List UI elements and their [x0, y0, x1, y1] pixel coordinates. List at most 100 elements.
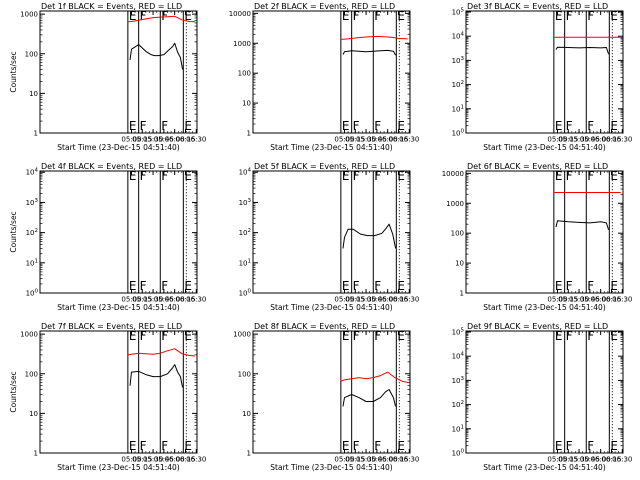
event-marker-label-bottom: F: [587, 119, 594, 133]
event-marker-label-bottom: E: [129, 439, 137, 453]
x-tick-label: 05:30: [143, 136, 163, 144]
x-axis-label: Start Time (23-Dec-15 04:51:40): [57, 463, 179, 472]
panel-8: Det 8f BLACK = Events, RED = LLD 1 10 100 10…: [233, 322, 419, 472]
x-tick-label: 05:15: [132, 456, 152, 464]
x-tick-label: 05:30: [143, 456, 163, 464]
y-tick-label: 10000: [442, 170, 464, 178]
event-marker-label-top: E: [610, 169, 618, 183]
x-tick-label: 05:00: [334, 456, 354, 464]
y-tick-label: 103: [239, 198, 252, 207]
event-marker-label-bottom: E: [184, 279, 192, 293]
event-marker-label-top: F: [374, 169, 381, 183]
event-marker-label-top: E: [184, 9, 192, 23]
event-marker-label-bottom: E: [610, 119, 618, 133]
x-tick-label: 05:15: [558, 136, 578, 144]
event-marker-label-top: E: [184, 329, 192, 343]
y-tick-label: 100: [238, 70, 251, 78]
event-marker-label-top: E: [555, 329, 563, 343]
y-tick-label: 1000: [20, 331, 38, 339]
x-tick-label: 05:45: [154, 136, 174, 144]
x-tick-label: 05:00: [547, 456, 567, 464]
plot-frame: [465, 170, 624, 294]
x-tick-label: 05:45: [580, 296, 600, 304]
panel-5: Det 5f BLACK = Events, RED = LLD 100 101 10…: [239, 162, 420, 312]
x-axis-label: Start Time (23-Dec-15 04:51:40): [57, 303, 179, 312]
event-marker-label-bottom: F: [161, 439, 168, 453]
y-tick-label: 100: [451, 230, 464, 238]
y-tick-label: 10: [242, 410, 251, 418]
y-axis-label: Counts/sec: [9, 211, 18, 252]
event-marker-label-top: F: [587, 169, 594, 183]
event-marker-label-top: E: [129, 9, 137, 23]
event-marker-label-bottom: F: [587, 439, 594, 453]
x-tick-label: 06:00: [165, 136, 185, 144]
x-axis-label: Start Time (23-Dec-15 04:51:40): [57, 143, 179, 152]
y-tick-label: 10000: [229, 10, 251, 18]
event-marker-label-top: F: [566, 9, 573, 23]
x-axis-label: Start Time (23-Dec-15 04:51:40): [270, 303, 392, 312]
event-marker-label-top: F: [161, 9, 168, 23]
x-axis-label: Start Time (23-Dec-15 04:51:40): [483, 463, 605, 472]
panel-title: Det 4f BLACK = Events, RED = LLD: [41, 162, 182, 171]
y-tick-label: 101: [26, 258, 38, 267]
x-tick-label: 06:15: [175, 456, 195, 464]
event-marker-label-bottom: F: [161, 279, 168, 293]
event-rate-line: [555, 46, 610, 55]
y-tick-label: 100: [238, 370, 251, 378]
event-marker-label-bottom: F: [140, 119, 147, 133]
event-marker-label-bottom: F: [353, 439, 360, 453]
y-tick-label: 101: [452, 104, 464, 113]
x-tick-label: 05:15: [132, 136, 152, 144]
lld-rate-line: [127, 15, 195, 23]
event-marker-label-top: F: [374, 9, 381, 23]
panel-1: Det 1f BLACK = Events, RED = LLD 1 10 100 10…: [9, 2, 206, 152]
event-marker-label-top: F: [587, 9, 594, 23]
y-tick-label: 1: [247, 130, 251, 138]
event-marker-label-top: F: [140, 9, 147, 23]
plot-frame: [465, 330, 624, 454]
event-marker-label-top: F: [566, 169, 573, 183]
event-marker-label-bottom: F: [566, 119, 573, 133]
event-marker-label-top: E: [129, 169, 137, 183]
event-marker-label-bottom: F: [353, 119, 360, 133]
x-axis-label: Start Time (23-Dec-15 04:51:40): [483, 303, 605, 312]
y-tick-label: 103: [26, 198, 39, 207]
panel-title: Det 8f BLACK = Events, RED = LLD: [254, 322, 395, 331]
y-tick-label: 10: [455, 260, 464, 268]
event-marker-label-top: F: [140, 169, 147, 183]
event-marker-label-top: F: [140, 329, 147, 343]
panel-9: Det 9f BLACK = Events, RED = LLD 100 101 10…: [452, 322, 633, 472]
panel-title: Det 6f BLACK = Events, RED = LLD: [467, 162, 608, 171]
x-tick-label: 05:00: [121, 456, 141, 464]
x-axis-label: Start Time (23-Dec-15 04:51:40): [483, 143, 605, 152]
y-axis-label: Counts/sec: [9, 51, 18, 92]
event-marker-label-top: E: [610, 329, 618, 343]
x-tick-label: 05:30: [569, 296, 589, 304]
x-tick-label: 06:15: [388, 136, 408, 144]
x-tick-label: 06:15: [175, 296, 195, 304]
event-marker-label-bottom: E: [610, 439, 618, 453]
panel-title: Det 5f BLACK = Events, RED = LLD: [254, 162, 395, 171]
event-rate-line: [129, 42, 184, 70]
x-tick-label: 06:30: [186, 136, 206, 144]
event-marker-label-top: F: [353, 329, 360, 343]
x-tick-label: 06:15: [388, 456, 408, 464]
y-tick-label: 105: [452, 8, 465, 17]
x-tick-label: 06:30: [399, 136, 419, 144]
x-tick-label: 06:00: [165, 456, 185, 464]
x-tick-label: 05:45: [154, 296, 174, 304]
x-axis-label: Start Time (23-Dec-15 04:51:40): [270, 143, 392, 152]
x-tick-label: 05:15: [558, 296, 578, 304]
x-tick-label: 05:15: [345, 456, 365, 464]
y-tick-label: 101: [239, 258, 251, 267]
panel-title: Det 2f BLACK = Events, RED = LLD: [254, 2, 395, 11]
x-tick-label: 06:15: [601, 456, 621, 464]
event-marker-label-bottom: F: [374, 119, 381, 133]
plot-frame: [252, 330, 411, 454]
x-tick-label: 05:30: [569, 456, 589, 464]
x-tick-label: 05:00: [547, 136, 567, 144]
x-tick-label: 05:30: [569, 136, 589, 144]
event-marker-label-bottom: F: [374, 279, 381, 293]
event-marker-label-top: F: [587, 329, 594, 343]
event-marker-label-top: F: [353, 9, 360, 23]
